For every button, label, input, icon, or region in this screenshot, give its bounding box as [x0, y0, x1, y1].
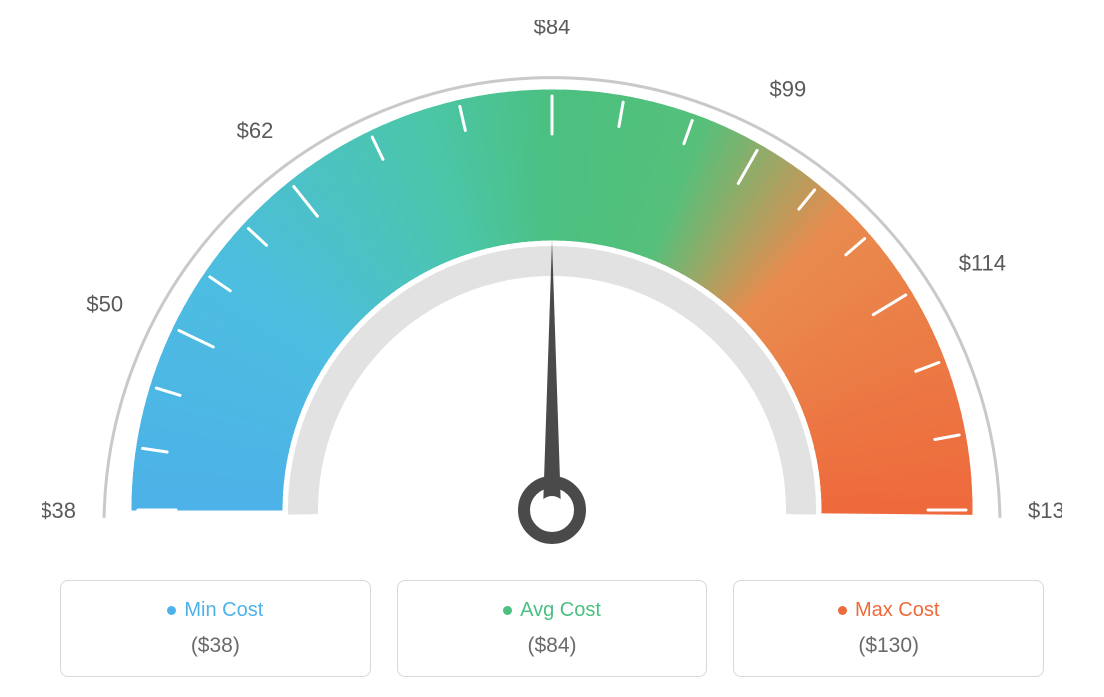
gauge-container: $38 $50 $62 $84 $99 $114 $130: [20, 20, 1084, 550]
svg-text:$130: $130: [1028, 498, 1062, 523]
svg-text:$38: $38: [42, 498, 76, 523]
cost-gauge: $38 $50 $62 $84 $99 $114 $130: [42, 20, 1062, 550]
legend-dot-avg: [503, 606, 512, 615]
legend-value-avg: ($84): [408, 634, 697, 658]
legend-value-max: ($130): [744, 634, 1033, 658]
legend-dot-min: [167, 606, 176, 615]
legend-label-max: Max Cost: [855, 599, 939, 622]
svg-text:$84: $84: [534, 20, 571, 39]
legend-title-avg: Avg Cost: [503, 599, 601, 622]
legend-title-max: Max Cost: [838, 599, 939, 622]
legend-dot-max: [838, 606, 847, 615]
legend-value-min: ($38): [71, 634, 360, 658]
legend-card-avg: Avg Cost ($84): [397, 580, 708, 677]
legend-card-max: Max Cost ($130): [733, 580, 1044, 677]
legend-card-min: Min Cost ($38): [60, 580, 371, 677]
svg-text:$114: $114: [959, 251, 1006, 276]
legend-row: Min Cost ($38) Avg Cost ($84) Max Cost (…: [20, 580, 1084, 677]
svg-text:$62: $62: [237, 118, 274, 143]
legend-title-min: Min Cost: [167, 599, 263, 622]
svg-text:$50: $50: [86, 292, 123, 317]
legend-label-min: Min Cost: [184, 599, 263, 622]
legend-label-avg: Avg Cost: [520, 599, 601, 622]
svg-text:$99: $99: [769, 77, 806, 102]
